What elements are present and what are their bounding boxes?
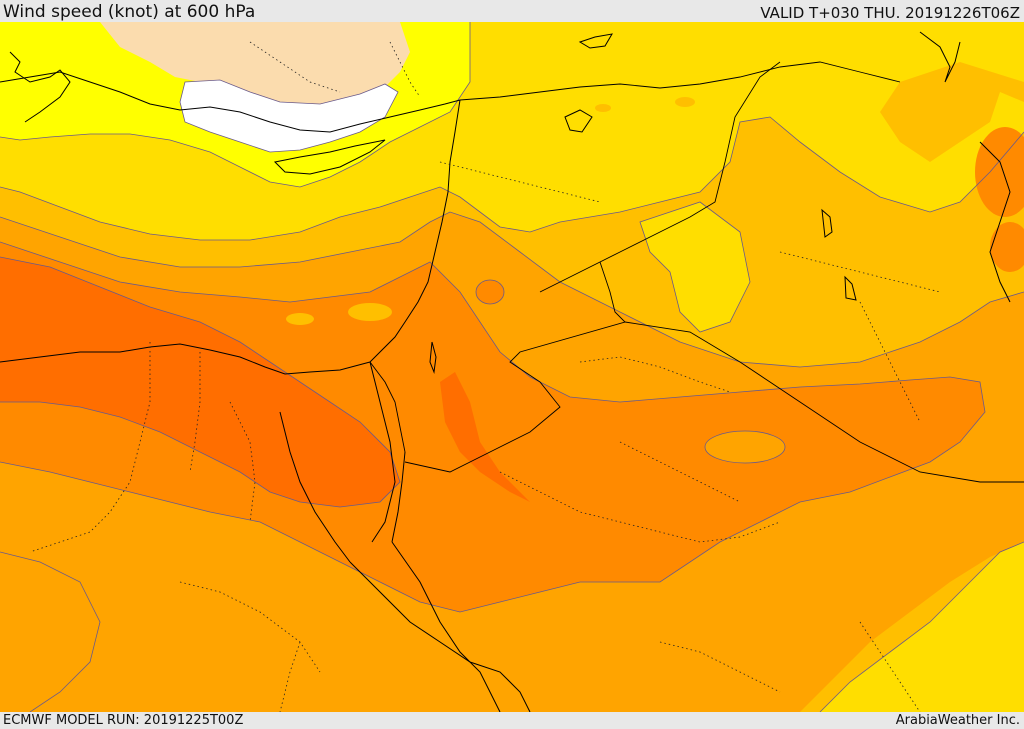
field-gold-southeast [820, 542, 1024, 712]
header-bar: Wind speed (knot) at 600 hPa VALID T+030… [0, 0, 1024, 22]
field-white [180, 80, 398, 152]
borders-dotted [29, 41, 941, 712]
field-gold-syria [640, 202, 750, 332]
contour-lines [0, 22, 1024, 712]
pocket-amber-3 [286, 313, 314, 325]
pocket-east-red-2 [990, 222, 1024, 272]
credit-label: ArabiaWeather Inc. [895, 713, 1020, 728]
pocket-gold-2 [595, 104, 611, 112]
pocket-amber-2 [705, 431, 785, 463]
field-orange [0, 242, 985, 612]
pocket-gold-1 [675, 97, 695, 107]
model-run-label: ECMWF MODEL RUN: 20191225T00Z [3, 713, 244, 728]
map-canvas [0, 22, 1024, 712]
pocket-amber-1 [476, 280, 504, 304]
pocket-amber-4 [348, 303, 392, 321]
borders-solid [369, 61, 1024, 483]
coastlines [0, 31, 1011, 712]
footer-bar: ECMWF MODEL RUN: 20191225T00Z ArabiaWeat… [0, 712, 1024, 729]
field-orange-dark-jordan [440, 372, 530, 502]
map-title: Wind speed (knot) at 600 hPa [3, 2, 256, 22]
valid-time-label: VALID T+030 THU. 20191226T06Z [760, 4, 1020, 22]
field-orange-dark [0, 257, 400, 507]
